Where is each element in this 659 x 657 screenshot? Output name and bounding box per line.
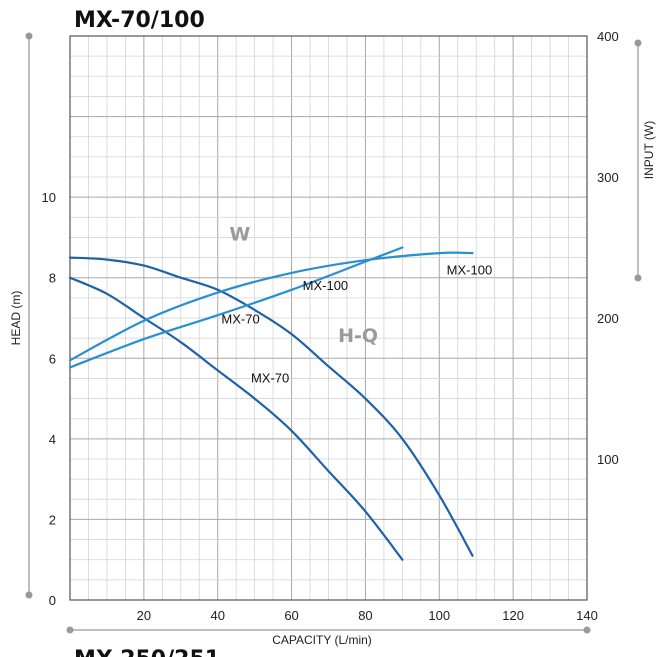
curve-h-q-mx-100 [68, 256, 474, 557]
y-tick-labels: 0 2 4 6 8 10 [42, 190, 56, 608]
y2-tick-label: 300 [597, 170, 619, 185]
bottom-ruler-dot-left [66, 626, 74, 634]
x-tick-label: 40 [210, 608, 224, 623]
y-tick-label: 2 [49, 512, 56, 527]
y-tick-label: 10 [42, 190, 56, 205]
x-tick-labels: 20 40 60 80 100 120 140 [137, 608, 598, 623]
group-label-w: W [229, 223, 250, 245]
y2-tick-label: 400 [597, 29, 619, 44]
axis-decorations [25, 32, 642, 634]
chart-title: MX-70/100 [74, 8, 205, 33]
y-tick-label: 8 [49, 271, 56, 286]
curve-label-w-mx-100: MX-100 [447, 262, 493, 277]
right-ruler-dot-bottom [634, 274, 642, 282]
curve-w-mx-70 [68, 246, 404, 369]
bottom-ruler-dot-right [583, 626, 591, 634]
x-tick-label: 120 [502, 608, 524, 623]
y-tick-label: 6 [49, 351, 56, 366]
group-label-h-q: H-Q [338, 325, 378, 347]
plot-frame [69, 35, 588, 601]
curve-w-mx-100 [68, 251, 474, 362]
curve-h-q-mx-70 [68, 276, 404, 561]
x-tick-label: 100 [428, 608, 450, 623]
right-ruler-dot-top [634, 39, 642, 47]
x-tick-label: 80 [358, 608, 372, 623]
x-tick-label: 20 [137, 608, 151, 623]
curve-label-h-q-mx-100: MX-100 [303, 278, 349, 293]
x-axis-label: CAPACITY (L/min) [272, 633, 372, 647]
y2-tick-labels: 100 200 300 400 [597, 29, 619, 467]
curve-label-h-q-mx-70: MX-70 [251, 370, 289, 385]
grid [69, 35, 588, 601]
left-ruler-dot-top [25, 32, 33, 40]
y2-axis-label: INPUT (W) [642, 121, 656, 179]
next-chart-title: MX-250/251 [74, 647, 220, 657]
y-tick-label: 0 [49, 593, 56, 608]
plot-border [69, 35, 588, 601]
x-tick-label: 60 [284, 608, 298, 623]
x-tick-label: 140 [576, 608, 598, 623]
curve-label-w-mx-70: MX-70 [221, 312, 259, 327]
left-ruler-dot-bottom [25, 591, 33, 599]
curves [68, 246, 474, 561]
curve-labels: MX-70 MX-100 MX-70 MX-100 W H-Q [221, 223, 492, 385]
y2-tick-label: 100 [597, 452, 619, 467]
y-axis-label: HEAD (m) [9, 291, 23, 346]
y-tick-label: 4 [49, 432, 56, 447]
y2-tick-label: 200 [597, 311, 619, 326]
